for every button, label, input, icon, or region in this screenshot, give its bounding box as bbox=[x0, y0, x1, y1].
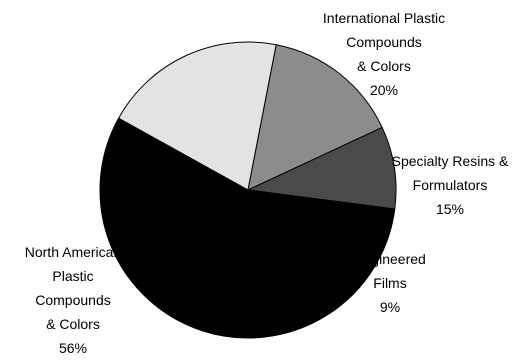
slice-label-line: Compounds bbox=[346, 34, 422, 50]
slice-label-line: & Colors bbox=[46, 316, 100, 332]
slice-label-north-american: North American Plastic Compounds & Color… bbox=[0, 240, 146, 360]
slice-label-line: Films bbox=[373, 275, 407, 291]
slice-label-international: International Plastic Compounds & Colors… bbox=[296, 6, 472, 102]
pie-slice bbox=[246, 126, 397, 210]
slice-label-line: Plastic bbox=[52, 268, 94, 284]
slice-label-line: North American bbox=[24, 244, 122, 260]
slice-label-line: International Plastic bbox=[322, 10, 446, 26]
slice-label-line: Formulators bbox=[412, 177, 488, 193]
slice-label-line: Engineered bbox=[354, 251, 426, 267]
slice-percent: 15% bbox=[435, 201, 465, 217]
slice-label-films: Engineered Films 9% bbox=[330, 247, 450, 319]
slice-label-line: Compounds bbox=[35, 292, 111, 308]
slice-label-specialty: Specialty Resins & Formulators 15% bbox=[368, 149, 527, 221]
slice-percent: 9% bbox=[379, 299, 401, 315]
pie-slice bbox=[247, 44, 383, 191]
pie-slice bbox=[99, 117, 396, 339]
pie-slice bbox=[117, 41, 277, 191]
slice-label-line: & Colors bbox=[357, 58, 411, 74]
slice-percent: 56% bbox=[58, 340, 88, 356]
slice-label-line: Specialty Resins & bbox=[391, 153, 509, 169]
pie-slices bbox=[99, 41, 397, 339]
pie-chart bbox=[99, 41, 397, 339]
slice-percent: 20% bbox=[369, 82, 399, 98]
